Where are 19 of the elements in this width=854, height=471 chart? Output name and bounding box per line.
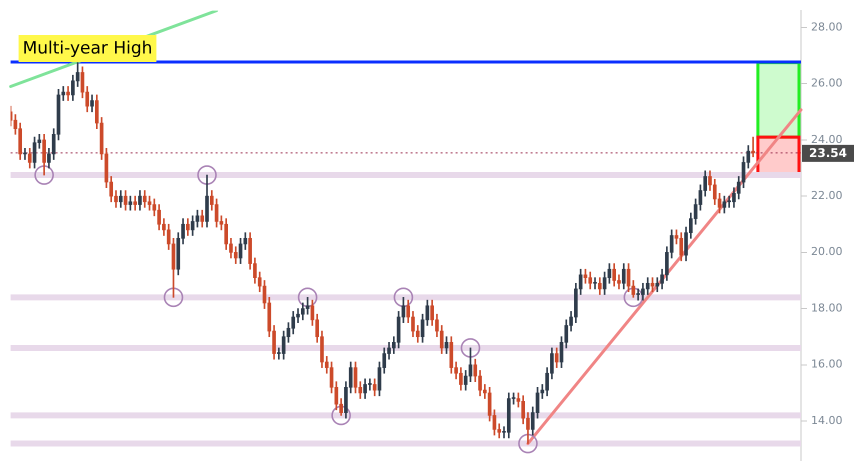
point xyxy=(624,288,644,308)
ref-line-label: Multi-year High xyxy=(22,38,152,58)
ref-line-label: 23.54 xyxy=(809,146,847,160)
y-tick-label: 16.00 xyxy=(811,358,842,371)
point xyxy=(34,165,54,185)
y-tick-label: 18.00 xyxy=(811,301,842,314)
y-tick-label: 20.00 xyxy=(811,245,842,258)
point xyxy=(298,288,318,308)
y-tick-label: 22.00 xyxy=(811,189,842,202)
point xyxy=(331,406,351,426)
point xyxy=(164,288,184,308)
point xyxy=(518,434,538,454)
point xyxy=(460,338,480,358)
y-tick-label: 26.00 xyxy=(811,76,842,90)
point xyxy=(394,288,414,308)
point xyxy=(197,165,217,185)
y-tick-label: 24.00 xyxy=(811,132,842,146)
y-tick-label: 28.00 xyxy=(811,20,842,34)
y-tick-label: 14.00 xyxy=(811,414,842,427)
